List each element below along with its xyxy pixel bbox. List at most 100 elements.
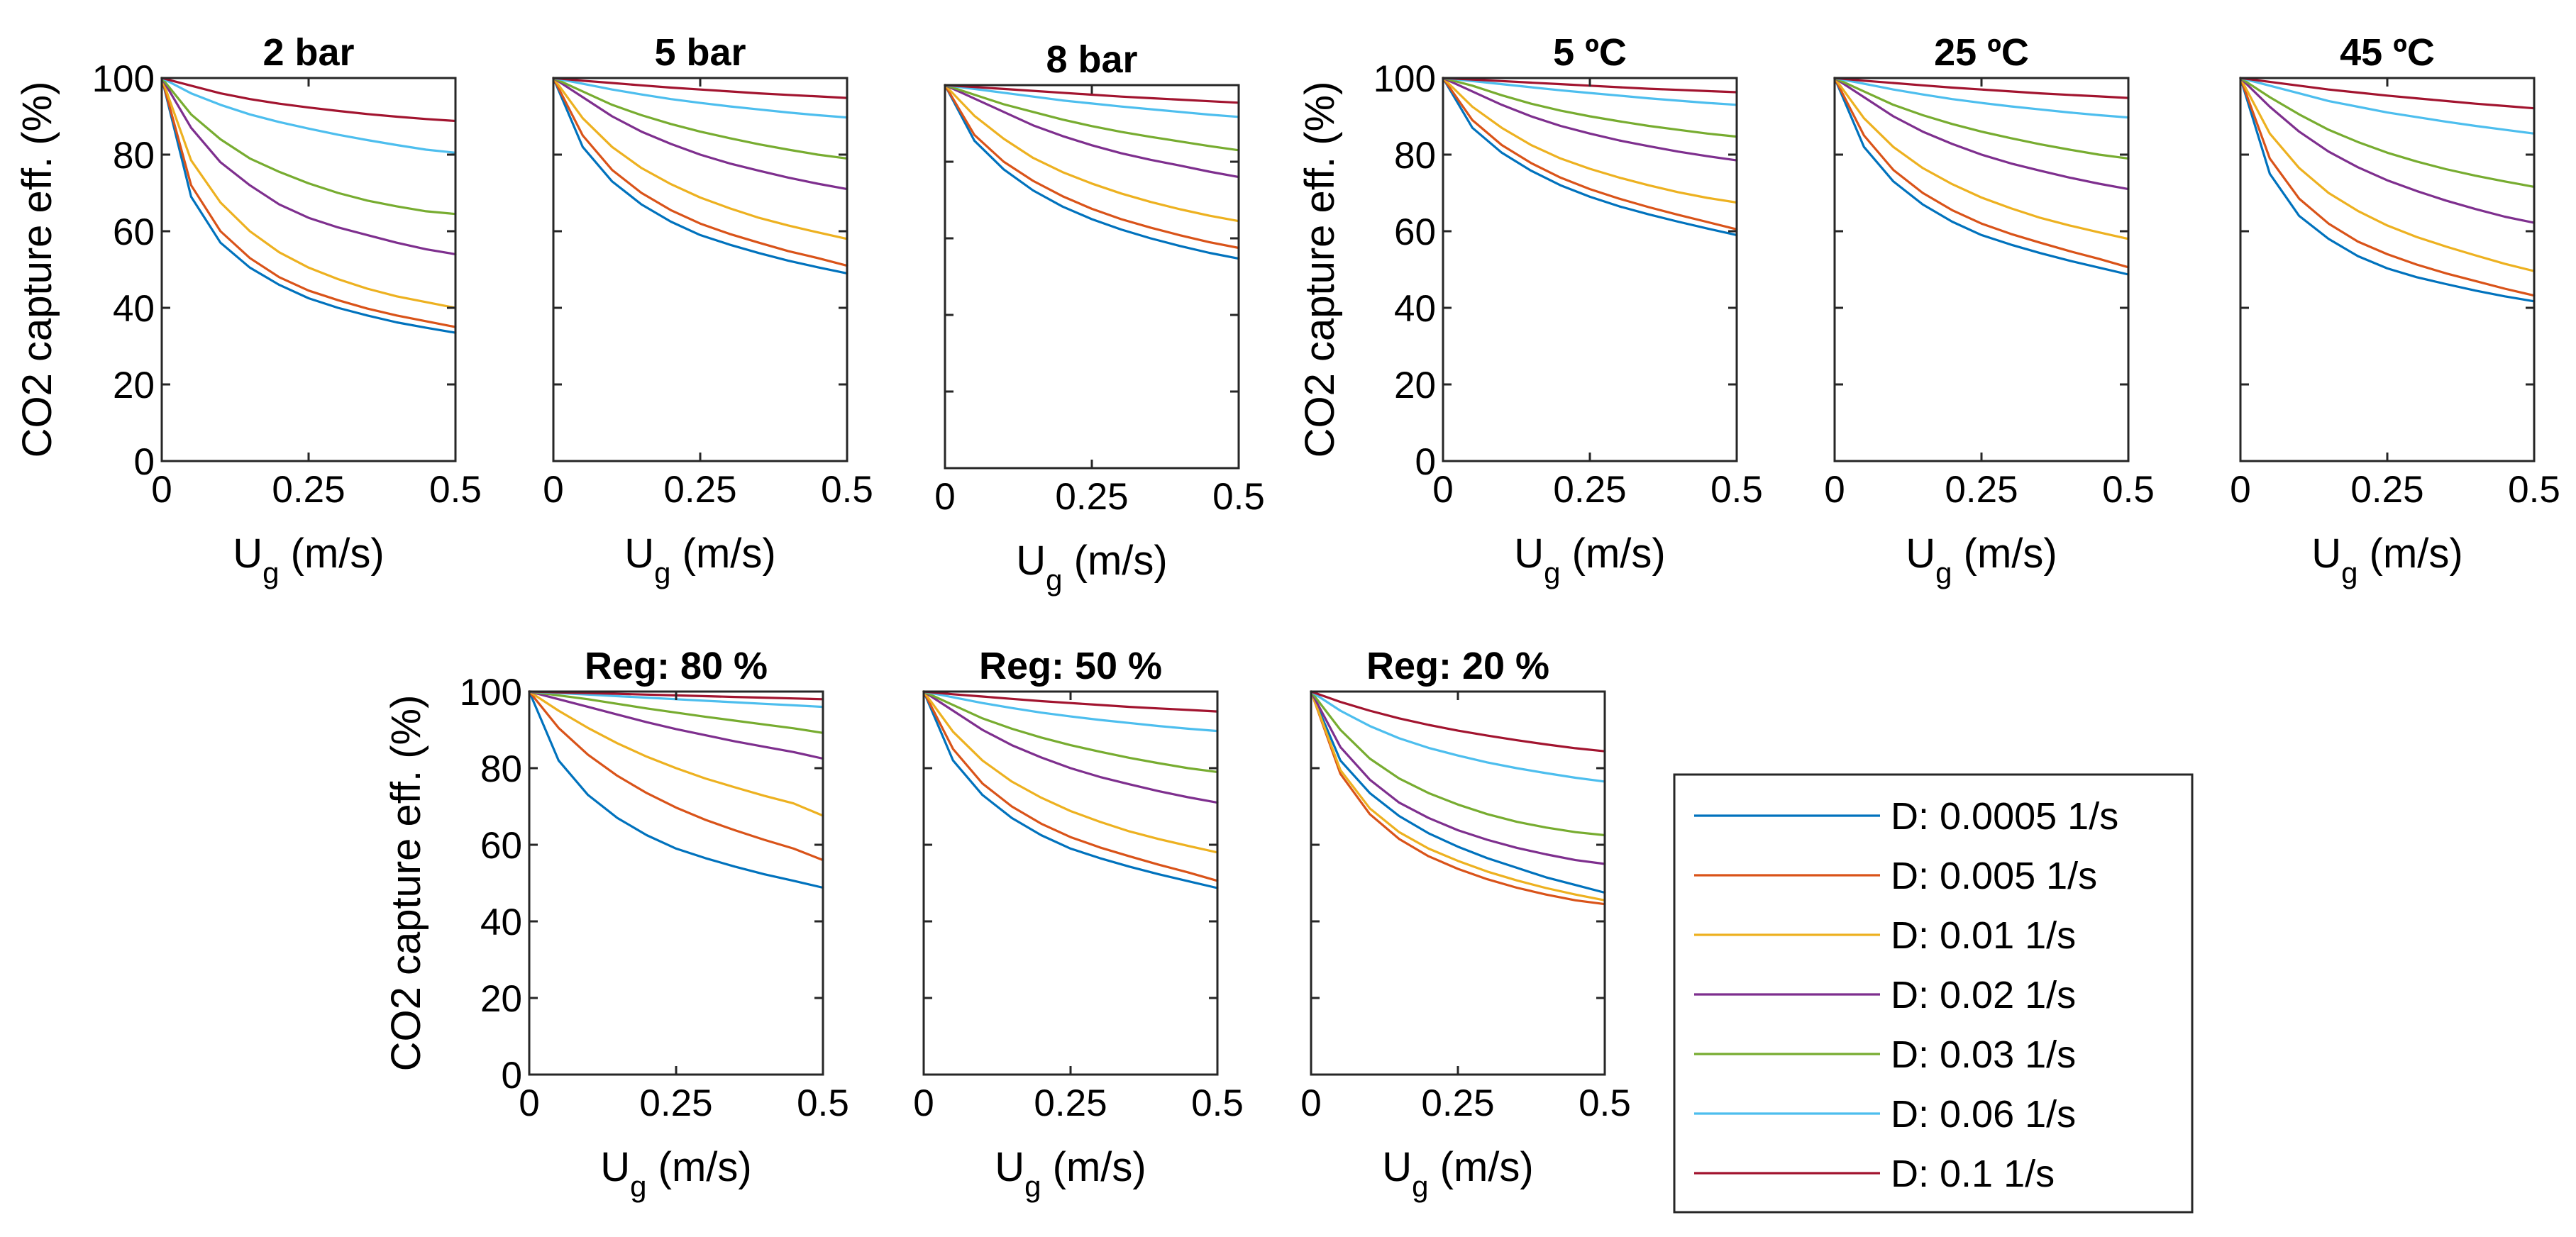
- panel-title: Reg: 50 %: [979, 645, 1162, 687]
- series-line: [552, 77, 848, 191]
- subplot-panel: 0 0.25 0.5 45 ºC Ug (m/s): [2230, 31, 2560, 589]
- legend: D: 0.0005 1/s D: 0.005 1/s D: 0.01 1/s D: 0…: [1673, 773, 2194, 1214]
- x-tick-label: 0.25: [1553, 469, 1626, 511]
- x-tick-label: 0.5: [1579, 1082, 1631, 1124]
- x-tick-label: 0.5: [1212, 476, 1265, 518]
- legend-item: D: 0.005 1/s: [1694, 855, 2097, 897]
- y-tick-label: 100: [1373, 58, 1436, 100]
- x-axis-label: Ug (m/s): [1514, 531, 1665, 589]
- x-axis-label-units: (m/s): [671, 531, 776, 577]
- series-line: [2239, 77, 2536, 188]
- x-axis-label-symbol: U: [624, 531, 654, 577]
- x-axis-label: Ug (m/s): [624, 531, 775, 589]
- x-axis-label-subscript: g: [1544, 556, 1560, 589]
- x-axis-label-symbol: U: [1514, 531, 1544, 577]
- subplot-panel: 0 0.25 0.5 Reg: 50 % Ug (m/s): [913, 645, 1244, 1203]
- y-tick-label: 0: [1415, 441, 1436, 483]
- series-line: [160, 77, 457, 216]
- y-tick-label: 60: [480, 825, 522, 867]
- legend-label: D: 0.1 1/s: [1891, 1153, 2055, 1195]
- series-line: [160, 77, 457, 154]
- series-line: [944, 84, 1240, 250]
- x-axis-label-symbol: U: [995, 1144, 1024, 1190]
- x-axis-label-subscript: g: [1024, 1170, 1041, 1203]
- x-axis-label-subscript: g: [630, 1170, 646, 1203]
- x-tick-label: 0.5: [2102, 469, 2155, 511]
- x-axis-label-units: (m/s): [280, 531, 385, 577]
- series-line: [2239, 77, 2536, 303]
- x-tick-label: 0: [543, 469, 563, 511]
- series-line: [160, 77, 457, 123]
- series-line: [1310, 690, 1606, 753]
- x-axis-label-subscript: g: [654, 556, 670, 589]
- x-axis-label-units: (m/s): [1041, 1144, 1146, 1190]
- series-line: [1442, 77, 1738, 231]
- series-line: [1442, 77, 1738, 162]
- panel-title: 8 bar: [1046, 38, 1137, 81]
- series-line: [1833, 77, 2130, 191]
- series-line: [944, 84, 1240, 104]
- series-line: [1833, 77, 2130, 240]
- legend-label: D: 0.06 1/s: [1891, 1093, 2076, 1136]
- series-line: [1442, 77, 1738, 236]
- series-line: [528, 690, 824, 862]
- panel-title: Reg: 80 %: [585, 645, 768, 687]
- series-line: [1310, 690, 1606, 894]
- series-line: [2239, 77, 2536, 297]
- y-tick-label: 100: [460, 672, 522, 714]
- x-tick-label: 0: [519, 1082, 539, 1124]
- y-tick-label: 80: [1394, 135, 1436, 177]
- legend-label: D: 0.01 1/s: [1891, 914, 2076, 957]
- y-axis-label: CO2 capture eff. (%): [383, 695, 429, 1072]
- y-axis-label: CO2 capture eff. (%): [14, 82, 60, 458]
- series-line: [922, 690, 1219, 733]
- series-line: [2239, 77, 2536, 224]
- x-tick-label: 0.25: [663, 469, 736, 511]
- x-tick-label: 0.5: [821, 469, 873, 511]
- series-line: [944, 84, 1240, 179]
- legend-label: D: 0.03 1/s: [1891, 1033, 2076, 1076]
- series-line: [552, 77, 848, 99]
- panel-title: 25 ºC: [1934, 31, 2029, 74]
- legend-item: D: 0.01 1/s: [1694, 914, 2076, 957]
- series-line: [1310, 690, 1606, 906]
- series-line: [1833, 77, 2130, 269]
- x-tick-label: 0.25: [1945, 469, 2018, 511]
- panel-title: 2 bar: [262, 31, 354, 74]
- x-tick-label: 0: [151, 469, 172, 511]
- y-tick-label: 80: [113, 135, 155, 177]
- series-line: [552, 77, 848, 160]
- x-axis-label: Ug (m/s): [1382, 1144, 1533, 1203]
- series-line: [528, 690, 824, 817]
- subplot-panel: 0 0.25 0.5 Reg: 20 % Ug (m/s): [1300, 645, 1631, 1203]
- x-axis-label-subscript: g: [1046, 563, 1062, 597]
- y-tick-label: 60: [113, 211, 155, 253]
- series-line: [1442, 77, 1738, 106]
- panel-title: 5 ºC: [1553, 31, 1627, 74]
- x-axis-label-subscript: g: [1412, 1170, 1428, 1203]
- y-tick-label: 40: [480, 902, 522, 943]
- subplot-panel: 0 0.25 0.5 8 bar Ug (m/s): [934, 38, 1265, 597]
- series-line: [1310, 690, 1606, 837]
- x-axis-label-subscript: g: [262, 556, 279, 589]
- series-line: [160, 77, 457, 255]
- y-tick-label: 40: [113, 288, 155, 330]
- panel-title: Reg: 20 %: [1366, 645, 1549, 687]
- x-axis-label: Ug (m/s): [2311, 531, 2462, 589]
- series-line: [1310, 690, 1606, 902]
- x-tick-label: 0: [934, 476, 955, 518]
- series-line: [528, 690, 824, 760]
- legend-item: D: 0.02 1/s: [1694, 974, 2076, 1016]
- y-axis-label: CO2 capture eff. (%): [1297, 82, 1343, 458]
- x-axis-label: Ug (m/s): [1906, 531, 2057, 589]
- series-line: [1833, 77, 2130, 276]
- x-axis-label-units: (m/s): [1952, 531, 2057, 577]
- series-line: [922, 690, 1219, 889]
- x-tick-label: 0.25: [1034, 1082, 1107, 1124]
- x-tick-label: 0.5: [1710, 469, 1763, 511]
- series-line: [1833, 77, 2130, 99]
- x-tick-label: 0: [1300, 1082, 1321, 1124]
- series-line: [160, 77, 457, 334]
- y-tick-label: 40: [1394, 288, 1436, 330]
